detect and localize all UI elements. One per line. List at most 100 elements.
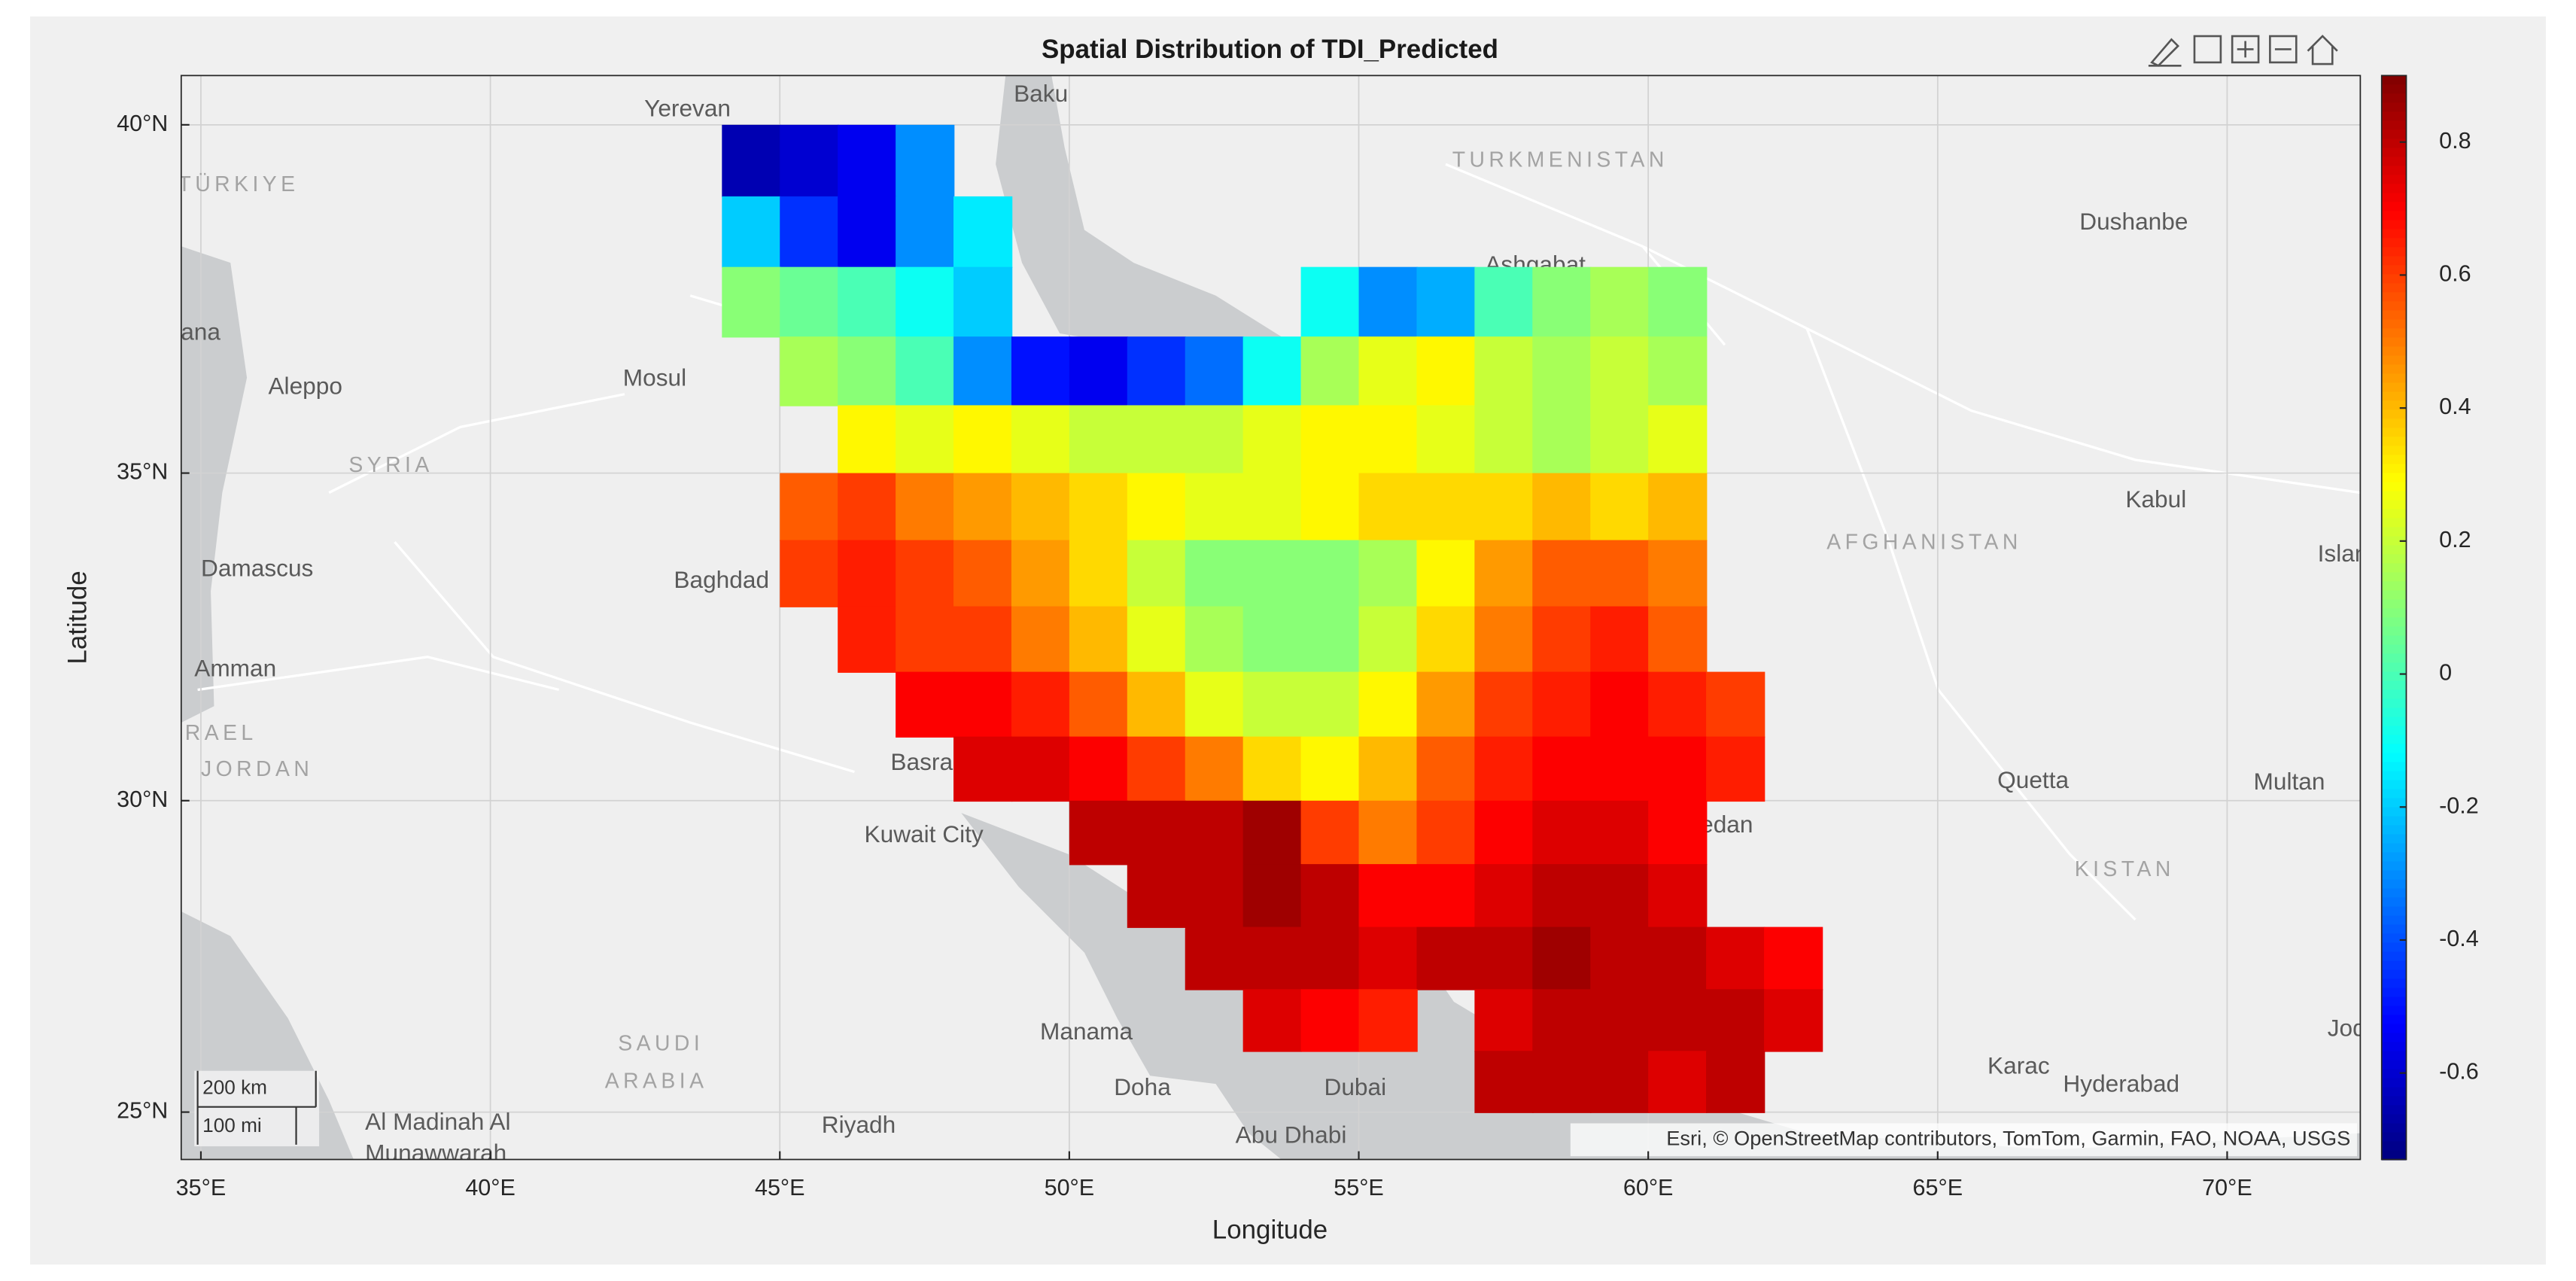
data-cell: [896, 336, 955, 406]
data-cell: [1532, 736, 1592, 802]
data-cell: [1242, 473, 1302, 541]
colorbar-segment: [2381, 744, 2407, 754]
country-label: AFGHANISTAN: [1826, 531, 2022, 555]
scale-bar: 200 km 100 mi: [194, 1070, 320, 1147]
data-cell: [896, 606, 955, 673]
city-label: Dushanbe: [2079, 208, 2188, 235]
data-cell: [1127, 606, 1187, 673]
data-tips-button[interactable]: [2193, 35, 2222, 64]
data-cell: [1242, 927, 1302, 990]
colorbar-segment: [2381, 301, 2407, 312]
data-cell: [1474, 1051, 1534, 1113]
colorbar-tick-label: 0.8: [2439, 128, 2471, 154]
data-cell: [953, 671, 1013, 738]
data-cell: [896, 266, 955, 338]
colorbar-segment: [2381, 1150, 2407, 1161]
data-cell: [1300, 800, 1360, 866]
colorbar-segment: [2381, 1105, 2407, 1115]
colorbar-segment: [2381, 626, 2407, 637]
data-cell: [1474, 671, 1534, 738]
city-label: Damascus: [201, 555, 313, 582]
data-cell: [896, 671, 955, 738]
data-cell: [1474, 336, 1534, 406]
colorbar-segment: [2381, 409, 2407, 420]
data-cell: [1185, 671, 1244, 738]
colorbar-segment: [2381, 129, 2407, 140]
data-cell: [722, 196, 781, 268]
data-cell: [1011, 606, 1071, 673]
data-cell: [1648, 540, 1708, 607]
data-cell: [1127, 336, 1187, 406]
colorbar-segment: [2381, 635, 2407, 646]
colorbar-box: [2380, 75, 2407, 1161]
data-cell: [1127, 736, 1187, 802]
country-label: ARABIA: [605, 1069, 708, 1093]
data-cell: [1590, 473, 1650, 541]
data-cell: [1242, 736, 1302, 802]
zoom-in-button[interactable]: [2231, 35, 2260, 64]
data-cell: [896, 473, 955, 541]
data-cell: [1358, 864, 1418, 928]
data-cell: [1474, 405, 1534, 474]
city-label: Kuwait City: [865, 820, 984, 847]
city-label: Karac: [1988, 1052, 2050, 1079]
data-cell: [1532, 540, 1592, 607]
colorbar-segment: [2381, 879, 2407, 890]
data-cell: [722, 124, 781, 198]
data-cell: [953, 540, 1013, 607]
data-cell: [1127, 671, 1187, 738]
colorbar-segment: [2381, 951, 2407, 962]
colorbar-segment: [2381, 617, 2407, 628]
colorbar-tick-label: 0.6: [2439, 260, 2471, 286]
place-labels: YerevanBakuTURKMENISTANTÜRKIYEDushanbeAs…: [152, 80, 2413, 1160]
colorbar-segment: [2381, 960, 2407, 971]
data-cell: [1416, 473, 1476, 541]
data-cell: [1185, 336, 1244, 406]
zoom-out-button[interactable]: [2269, 35, 2298, 64]
city-label: Jodhpur: [2328, 1015, 2413, 1042]
colorbar-segment: [2381, 382, 2407, 393]
city-label: Quetta: [1997, 766, 2069, 793]
brush-button[interactable]: [2148, 38, 2182, 67]
data-cell: [838, 196, 897, 268]
y-tick-label: 30°N: [117, 787, 168, 812]
colorbar-segment: [2381, 1096, 2407, 1106]
data-cell: [1648, 800, 1708, 866]
data-cell: [1590, 927, 1650, 990]
data-cell: [1706, 1051, 1765, 1113]
colorbar-segment: [2381, 175, 2407, 185]
data-cell: [1185, 473, 1244, 541]
city-label: Yerevan: [644, 95, 731, 122]
colorbar-segment: [2381, 1069, 2407, 1079]
data-cell: [1532, 606, 1592, 673]
home-button[interactable]: [2307, 35, 2338, 65]
colorbar-segment: [2381, 581, 2407, 592]
colorbar-segment: [2381, 428, 2407, 438]
city-label: Doha: [1114, 1073, 1171, 1100]
data-cell: [1069, 540, 1129, 607]
data-cell: [1358, 671, 1418, 738]
data-cell: [1416, 540, 1476, 607]
data-cell: [1300, 736, 1360, 802]
data-cell: [1358, 405, 1418, 474]
x-tick-label: 40°E: [465, 1175, 516, 1200]
colorbar-segment: [2381, 355, 2407, 366]
colorbar-segment: [2381, 229, 2407, 239]
y-axis-label: Latitude: [63, 571, 93, 664]
country-label: JORDAN: [201, 757, 313, 781]
x-tick-label: 55°E: [1334, 1175, 1384, 1200]
city-label: Adana: [152, 318, 221, 345]
data-cell: [1127, 800, 1187, 866]
colorbar-segment: [2381, 653, 2407, 664]
data-cell: [1474, 540, 1534, 607]
country-label: KISTAN: [2075, 857, 2175, 881]
colorbar-segment: [2381, 111, 2407, 122]
data-cell: [1011, 405, 1071, 474]
data-cell: [838, 405, 897, 474]
data-cell: [780, 473, 839, 541]
colorbar-segment: [2381, 978, 2407, 989]
colorbar-segment: [2381, 220, 2407, 230]
data-cell: [1185, 606, 1244, 673]
colorbar-segment: [2381, 184, 2407, 194]
colorbar-segment: [2381, 509, 2407, 519]
